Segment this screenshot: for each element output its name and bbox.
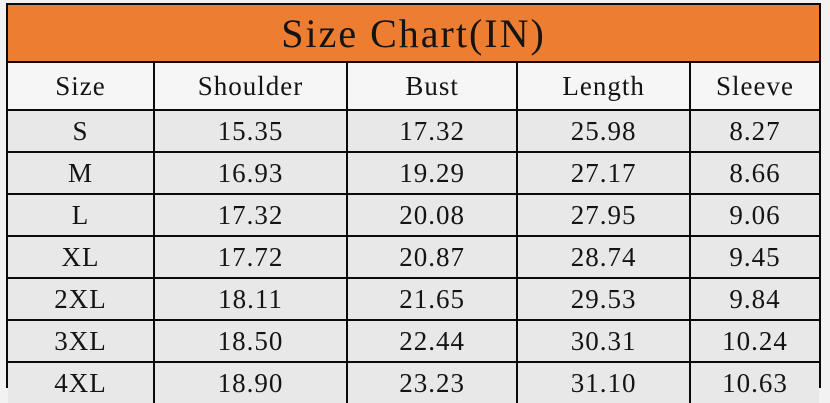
measurement-value: 16.93 <box>152 151 348 195</box>
table-row: 4XL 18.90 23.23 31.10 10.63 <box>8 361 819 403</box>
size-label: 4XL <box>8 361 155 403</box>
measurement-value: 23.23 <box>345 361 519 403</box>
measurement-value: 30.31 <box>516 319 692 363</box>
measurement-value: 8.66 <box>689 151 819 195</box>
measurement-value: 20.08 <box>345 193 519 237</box>
size-label: 2XL <box>8 277 155 321</box>
table-row: 3XL 18.50 22.44 30.31 10.24 <box>8 319 819 363</box>
measurement-value: 25.98 <box>516 109 692 153</box>
measurement-value: 17.32 <box>152 193 348 237</box>
measurement-value: 22.44 <box>345 319 519 363</box>
table-row: M 16.93 19.29 27.17 8.66 <box>8 151 819 195</box>
measurement-value: 31.10 <box>516 361 692 403</box>
measurement-value: 27.17 <box>516 151 692 195</box>
measurement-value: 10.63 <box>689 361 819 403</box>
measurement-value: 17.32 <box>345 109 519 153</box>
table-row: 2XL 18.11 21.65 29.53 9.84 <box>8 277 819 321</box>
table-row: XL 17.72 20.87 28.74 9.45 <box>8 235 819 279</box>
column-header-bust: Bust <box>345 63 519 111</box>
measurement-value: 20.87 <box>345 235 519 279</box>
size-label: 3XL <box>8 319 155 363</box>
measurement-value: 17.72 <box>152 235 348 279</box>
measurement-value: 9.06 <box>689 193 819 237</box>
measurement-value: 10.24 <box>689 319 819 363</box>
table-row: L 17.32 20.08 27.95 9.06 <box>8 193 819 237</box>
measurement-value: 27.95 <box>516 193 692 237</box>
table-row: S 15.35 17.32 25.98 8.27 <box>8 109 819 153</box>
size-label: L <box>8 193 155 237</box>
size-table: Size Shoulder Bust Length Sleeve S 15.35 17.32… <box>8 63 819 403</box>
measurement-value: 9.84 <box>689 277 819 321</box>
measurement-value: 29.53 <box>516 277 692 321</box>
measurement-value: 28.74 <box>516 235 692 279</box>
measurement-value: 9.45 <box>689 235 819 279</box>
size-label: M <box>8 151 155 195</box>
measurement-value: 18.11 <box>152 277 348 321</box>
chart-title: Size Chart(IN) <box>8 5 819 63</box>
measurement-value: 8.27 <box>689 109 819 153</box>
measurement-value: 21.65 <box>345 277 519 321</box>
measurement-value: 18.50 <box>152 319 348 363</box>
measurement-value: 19.29 <box>345 151 519 195</box>
size-label: S <box>8 109 155 153</box>
column-header-size: Size <box>8 63 155 111</box>
measurement-value: 18.90 <box>152 361 348 403</box>
table-header-row: Size Shoulder Bust Length Sleeve <box>8 63 819 111</box>
column-header-length: Length <box>516 63 692 111</box>
size-chart: Size Chart(IN) Size Shoulder Bust Length Sle… <box>6 3 821 403</box>
size-label: XL <box>8 235 155 279</box>
column-header-sleeve: Sleeve <box>689 63 819 111</box>
measurement-value: 15.35 <box>152 109 348 153</box>
column-header-shoulder: Shoulder <box>152 63 348 111</box>
